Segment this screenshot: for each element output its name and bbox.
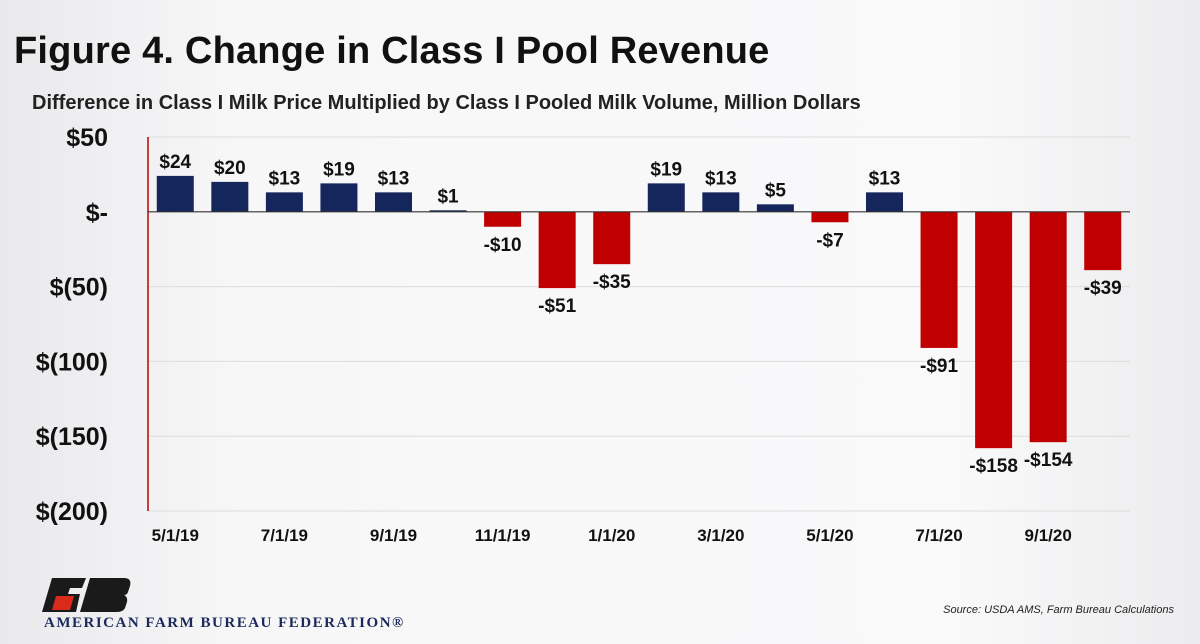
data-label: -$91 — [920, 356, 958, 377]
farm-bureau-logo — [42, 578, 131, 612]
bar — [211, 181, 249, 212]
data-label: $20 — [214, 158, 246, 179]
chart-title: Figure 4. Change in Class I Pool Revenue — [14, 30, 770, 72]
bar — [702, 192, 740, 212]
x-tick-label: 7/1/20 — [915, 526, 962, 545]
data-label: $13 — [869, 168, 901, 189]
x-tick-label: 1/1/20 — [588, 526, 635, 545]
data-label: $19 — [323, 159, 355, 180]
source-note: Source: USDA AMS, Farm Bureau Calculatio… — [943, 604, 1174, 616]
bar — [156, 175, 194, 212]
bar — [1029, 211, 1067, 443]
bar — [756, 204, 794, 212]
x-tick-label: 9/1/20 — [1025, 526, 1072, 545]
x-tick-label: 11/1/19 — [475, 526, 531, 545]
bar — [920, 211, 958, 348]
data-label: $24 — [159, 152, 191, 173]
data-label: -$51 — [538, 296, 576, 317]
data-label: $13 — [705, 168, 737, 189]
bar — [429, 210, 467, 212]
x-tick-label: 9/1/19 — [370, 526, 417, 545]
bar — [375, 192, 412, 212]
data-label: -$158 — [969, 456, 1018, 477]
data-label: $19 — [650, 159, 682, 180]
y-tick-label: $50 — [66, 124, 108, 152]
data-label: -$35 — [593, 272, 631, 293]
organization-name: AMERICAN FARM BUREAU FEDERATION® — [44, 615, 405, 631]
bar — [811, 211, 849, 223]
data-label: -$39 — [1084, 278, 1122, 299]
chart-subtitle: Difference in Class I Milk Price Multipl… — [32, 92, 861, 114]
y-tick-label: $(150) — [36, 423, 108, 451]
y-tick-label: $(100) — [36, 348, 108, 376]
x-tick-label: 5/1/20 — [806, 526, 853, 545]
bar — [647, 183, 685, 212]
x-tick-label: 7/1/19 — [261, 526, 308, 545]
data-label: -$10 — [484, 235, 522, 256]
y-tick-label: $- — [86, 199, 108, 227]
bar — [975, 211, 1013, 449]
data-label: $5 — [765, 180, 787, 201]
bar — [538, 211, 576, 289]
y-tick-label: $(200) — [36, 498, 108, 526]
bar-chart: $50$-$(50)$(100)$(150)$(200)$24 $20 $13 $19… — [36, 124, 1130, 545]
y-tick-label: $(50) — [50, 274, 108, 302]
data-label: $13 — [269, 168, 301, 189]
data-label: -$154 — [1024, 450, 1073, 471]
x-tick-label: 5/1/19 — [152, 526, 199, 545]
bar — [320, 183, 358, 212]
data-label: -$7 — [816, 230, 843, 251]
bar — [593, 211, 631, 265]
bar — [484, 211, 522, 227]
bar — [1084, 211, 1122, 271]
bar — [265, 192, 303, 212]
data-label: $1 — [437, 186, 459, 207]
data-label: $13 — [378, 168, 410, 189]
bar — [866, 192, 903, 212]
x-tick-label: 3/1/20 — [697, 526, 744, 545]
